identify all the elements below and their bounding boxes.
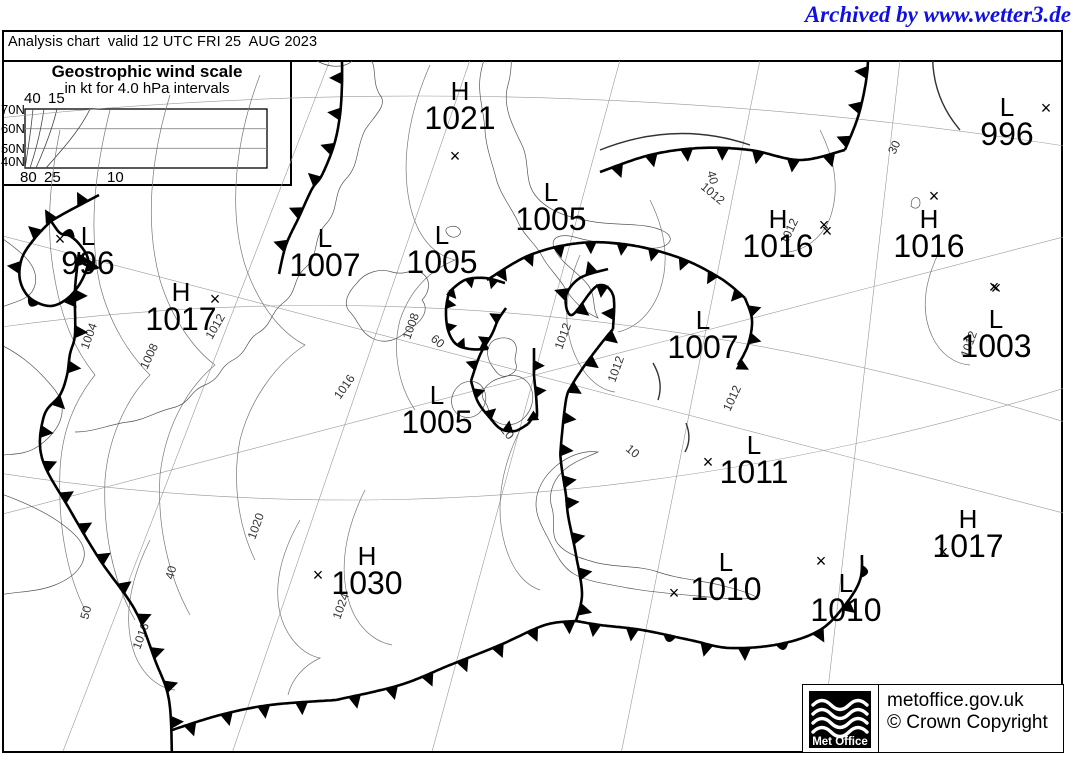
- svg-text:×: ×: [822, 221, 833, 241]
- svg-text:×: ×: [1041, 98, 1052, 118]
- svg-text:×: ×: [929, 186, 940, 206]
- svg-text:×: ×: [703, 452, 714, 472]
- svg-text:×: ×: [55, 229, 66, 249]
- svg-text:×: ×: [450, 146, 461, 166]
- svg-text:×: ×: [989, 277, 1000, 297]
- svg-text:×: ×: [669, 583, 680, 603]
- svg-text:×: ×: [210, 289, 221, 309]
- svg-text:×: ×: [816, 551, 827, 571]
- svg-text:×: ×: [313, 565, 324, 585]
- svg-text:×: ×: [938, 542, 949, 562]
